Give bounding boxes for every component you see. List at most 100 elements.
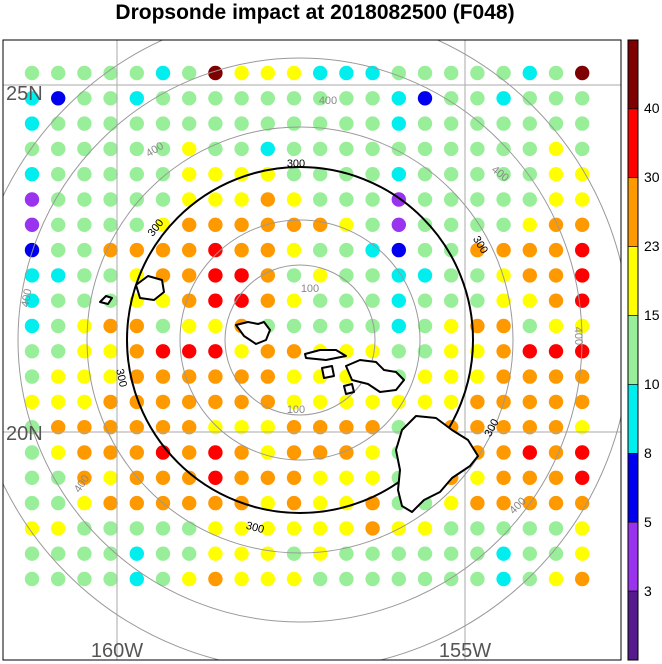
impact-dot [365,420,380,435]
impact-dot [470,394,485,410]
impact-dot [24,293,40,308]
impact-dot [286,65,302,81]
impact-dot [260,470,275,485]
impact-dot [444,521,459,536]
impact-dot [444,91,459,106]
impact-dot [208,445,223,460]
niihau-coastline [99,295,113,305]
impact-dot [129,167,144,182]
impact-dot [313,318,328,334]
impact-dot [522,318,537,334]
impact-dot [548,344,564,359]
impact-dot [208,268,223,283]
impact-dot [182,242,197,258]
impact-dot [103,470,118,485]
impact-dot [77,192,92,207]
impact-dot [182,65,197,81]
impact-dot [286,571,302,587]
impact-dot [444,167,459,182]
molokai-coastline [304,349,347,361]
impact-dot [208,369,223,384]
impact-dot [496,141,511,157]
impact-dot [548,91,564,106]
impact-dot [548,394,564,410]
impact-dot [444,268,459,283]
impact-dot [470,192,485,207]
impact-dot [444,318,459,334]
impact-dot [444,369,459,384]
impact-dot [260,571,275,587]
impact-dot [575,91,590,106]
colorbar-box [627,453,639,523]
impact-dot [24,217,40,232]
impact-dot [208,318,223,334]
impact-dot [182,318,197,334]
impact-dot [391,116,406,131]
impact-dot [208,217,223,232]
impact-dot [496,116,511,131]
impact-dot [339,420,354,435]
impact-dot [129,369,144,384]
impact-dot [417,521,433,536]
impact-dot [51,546,66,561]
impact-dot [496,445,511,460]
impact-dot [77,242,92,258]
impact-dot [522,521,537,536]
colorbar-box [627,108,639,179]
impact-dot [313,268,328,283]
impact-dot [496,495,511,511]
impact-dot [444,192,459,207]
impact-dot [260,420,275,435]
impact-dot [77,445,92,460]
impact-dot [155,420,171,435]
impact-dot [313,420,328,435]
impact-dot [208,167,223,182]
ring-label: 300 [245,520,266,536]
impact-dot [103,571,118,587]
impact-dot [339,546,354,561]
impact-dot [470,546,485,561]
impact-dot [417,546,433,561]
impact-dot [286,546,302,561]
impact-dot [365,293,380,308]
impact-dot [208,141,223,157]
impact-dot [77,167,92,182]
impact-dot [548,571,564,587]
impact-dot [391,344,406,359]
impact-dot [24,470,40,485]
impact-dot [522,242,537,258]
impact-dot [155,116,171,131]
impact-dot [24,394,40,410]
colorbar-tick-label: 3 [644,583,652,599]
impact-dot [548,546,564,561]
impact-dot [77,268,92,283]
impact-dot [51,470,66,485]
impact-dot [286,268,302,283]
impact-dot [365,141,380,157]
impact-dot [103,344,118,359]
impact-dot [522,65,537,81]
impact-dot [365,318,380,334]
impact-dot [575,546,590,561]
impact-dot [470,521,485,536]
impact-dot [51,217,66,232]
impact-dot [444,394,459,410]
colorbar-box [627,590,639,661]
impact-dot [575,65,590,81]
impact-dot [260,141,275,157]
impact-dot [182,394,197,410]
impact-dot [548,318,564,334]
impact-dot [496,293,511,308]
impact-dot [575,571,590,587]
impact-dot [417,318,433,334]
impact-dot [522,217,537,232]
impact-dot [103,318,118,334]
impact-dot [444,116,459,131]
impact-dot [260,242,275,258]
impact-dot [24,445,40,460]
impact-dot [522,546,537,561]
impact-dot [548,167,564,182]
impact-dot [313,470,328,485]
